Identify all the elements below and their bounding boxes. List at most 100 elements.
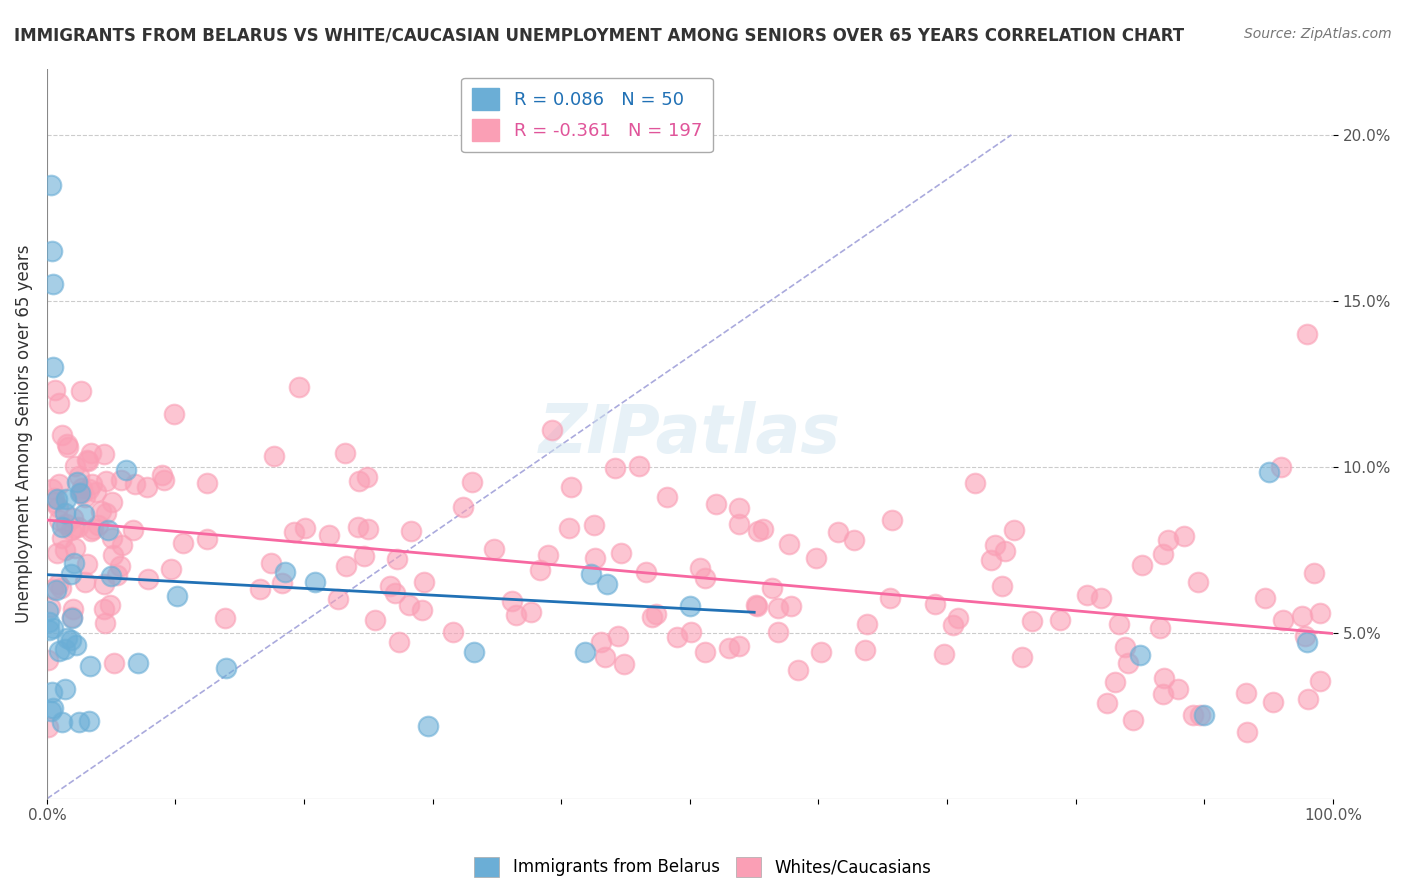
- Point: [768, 624, 790, 639]
- Point: [388, 634, 411, 648]
- Point: [96, 507, 118, 521]
- Point: [114, 463, 136, 477]
- Point: [39, 704, 62, 718]
- Point: [51, 531, 73, 545]
- Point: [1270, 459, 1292, 474]
- Point: [46, 500, 69, 514]
- Point: [77, 454, 100, 468]
- Point: [596, 577, 619, 591]
- Point: [93, 447, 115, 461]
- Point: [1296, 692, 1319, 706]
- Point: [727, 501, 749, 516]
- Point: [693, 571, 716, 585]
- Point: [416, 718, 439, 732]
- Point: [56, 437, 79, 451]
- Point: [38, 599, 60, 614]
- Point: [399, 524, 422, 538]
- Point: [77, 483, 100, 497]
- Point: [463, 645, 485, 659]
- Point: [263, 449, 285, 463]
- Point: [42, 491, 65, 506]
- Point: [778, 537, 800, 551]
- Point: [349, 474, 371, 488]
- Point: [79, 658, 101, 673]
- Point: [136, 480, 159, 494]
- Point: [398, 598, 420, 612]
- Point: [1095, 696, 1118, 710]
- Point: [1291, 608, 1313, 623]
- Point: [980, 553, 1002, 567]
- Point: [70, 486, 93, 500]
- Point: [55, 491, 77, 506]
- Point: [44, 384, 66, 398]
- Point: [1296, 327, 1319, 342]
- Point: [991, 579, 1014, 593]
- Point: [827, 524, 849, 539]
- Point: [45, 492, 67, 507]
- Point: [41, 685, 63, 699]
- Point: [603, 461, 626, 475]
- Point: [55, 517, 77, 532]
- Point: [411, 603, 433, 617]
- Point: [41, 244, 63, 258]
- Point: [75, 575, 97, 590]
- Point: [461, 475, 484, 490]
- Point: [48, 477, 70, 491]
- Point: [304, 575, 326, 590]
- Point: [107, 567, 129, 582]
- Point: [215, 661, 238, 675]
- Point: [679, 599, 702, 614]
- Point: [53, 542, 76, 557]
- Point: [347, 520, 370, 534]
- Point: [51, 581, 73, 595]
- Point: [1271, 613, 1294, 627]
- Point: [558, 521, 581, 535]
- Point: [761, 581, 783, 595]
- Point: [53, 681, 76, 696]
- Point: [87, 518, 110, 533]
- Point: [62, 511, 84, 525]
- Point: [60, 566, 83, 581]
- Point: [59, 523, 82, 537]
- Point: [693, 645, 716, 659]
- Text: ZIPatlas: ZIPatlas: [538, 401, 841, 467]
- Point: [283, 525, 305, 540]
- Point: [589, 635, 612, 649]
- Point: [60, 611, 83, 625]
- Point: [172, 536, 194, 550]
- Point: [80, 524, 103, 538]
- Point: [1152, 547, 1174, 561]
- Point: [610, 546, 633, 560]
- Point: [53, 506, 76, 520]
- Point: [136, 573, 159, 587]
- Point: [441, 624, 464, 639]
- Point: [48, 577, 70, 591]
- Point: [1114, 640, 1136, 654]
- Point: [110, 473, 132, 487]
- Point: [613, 657, 636, 671]
- Point: [94, 475, 117, 489]
- Point: [804, 551, 827, 566]
- Point: [328, 591, 350, 606]
- Point: [67, 469, 90, 483]
- Point: [644, 607, 666, 621]
- Point: [879, 591, 901, 605]
- Point: [51, 714, 73, 729]
- Point: [294, 520, 316, 534]
- Point: [679, 624, 702, 639]
- Point: [356, 470, 378, 484]
- Point: [924, 597, 946, 611]
- Point: [274, 565, 297, 579]
- Point: [357, 522, 380, 536]
- Point: [214, 610, 236, 624]
- Point: [1129, 648, 1152, 662]
- Point: [42, 360, 65, 375]
- Point: [641, 610, 664, 624]
- Point: [353, 549, 375, 563]
- Point: [1167, 681, 1189, 696]
- Point: [160, 562, 183, 576]
- Point: [1254, 591, 1277, 606]
- Point: [1090, 591, 1112, 606]
- Point: [76, 452, 98, 467]
- Point: [1182, 707, 1205, 722]
